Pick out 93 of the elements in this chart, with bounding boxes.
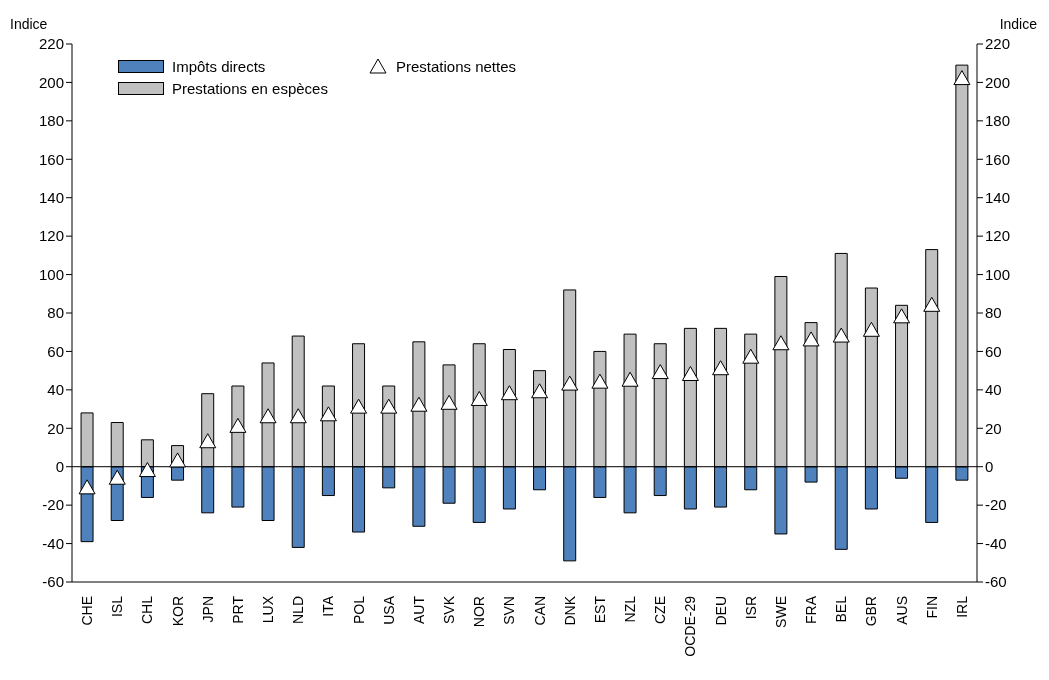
y2-tick-label: 140 bbox=[985, 189, 1011, 207]
point bbox=[500, 385, 518, 401]
point bbox=[681, 365, 699, 381]
point bbox=[621, 371, 639, 387]
point bbox=[531, 383, 549, 399]
y2-tick-label: 220 bbox=[985, 35, 1011, 53]
y2-tick-label: 20 bbox=[985, 419, 1002, 437]
point bbox=[832, 327, 850, 343]
point bbox=[772, 335, 790, 351]
x-tick-label: SVN bbox=[501, 596, 518, 625]
y-tick-label: 200 bbox=[38, 73, 64, 91]
x-tick-label: SWE bbox=[772, 596, 789, 628]
x-tick-label: CHE bbox=[79, 596, 96, 626]
x-tick-label: AUT bbox=[410, 595, 427, 624]
y2-tick-label: 160 bbox=[985, 150, 1011, 168]
legend-label: Prestations en espèces bbox=[172, 79, 328, 97]
x-tick-label: PRT bbox=[229, 595, 246, 624]
y-tick-label: 140 bbox=[38, 189, 64, 207]
point bbox=[350, 398, 368, 414]
point bbox=[651, 364, 669, 380]
y2-tick-label: 180 bbox=[985, 112, 1011, 130]
y2-axis-title: Indice bbox=[999, 16, 1037, 32]
y-tick-label: 160 bbox=[38, 150, 64, 168]
y2-tick-label: 0 bbox=[985, 458, 994, 476]
y2-tick-label: 200 bbox=[985, 73, 1011, 91]
y-tick-label: 100 bbox=[38, 265, 64, 283]
point bbox=[380, 398, 398, 414]
x-tick-label: AUS bbox=[893, 596, 910, 625]
y-tick-label: 180 bbox=[38, 112, 64, 130]
y2-tick-label: -60 bbox=[985, 573, 1007, 591]
x-tick-label: NZL bbox=[622, 595, 639, 623]
y2-tick-label: 80 bbox=[985, 304, 1002, 322]
x-tick-label: KOR bbox=[169, 596, 186, 627]
legend-label: Prestations nettes bbox=[395, 57, 517, 75]
y-tick-label: -60 bbox=[42, 573, 64, 591]
y2-tick-label: -40 bbox=[985, 534, 1007, 552]
y-tick-label: 60 bbox=[47, 342, 64, 360]
x-tick-label: EST bbox=[591, 595, 608, 624]
point bbox=[802, 331, 820, 347]
y-tick-label: 120 bbox=[38, 227, 64, 245]
x-tick-label: OCDE-29 bbox=[682, 595, 699, 657]
x-tick-label: FRA bbox=[803, 595, 820, 624]
point bbox=[561, 375, 579, 391]
x-tick-label: NLD bbox=[290, 596, 307, 625]
y2-tick-label: -20 bbox=[985, 496, 1007, 514]
point bbox=[923, 296, 941, 312]
point bbox=[953, 70, 971, 86]
x-tick-label: ISL bbox=[109, 595, 126, 618]
point bbox=[862, 321, 880, 337]
point bbox=[169, 452, 187, 468]
x-tick-label: ISR bbox=[742, 596, 759, 620]
point bbox=[259, 408, 277, 424]
point bbox=[289, 408, 307, 424]
y2-tick-label: 60 bbox=[985, 342, 1002, 360]
x-tick-label: IRL bbox=[953, 595, 970, 618]
x-tick-label: POL bbox=[350, 595, 367, 625]
y2-tick-label: 40 bbox=[985, 381, 1002, 399]
y2-tick-label: 120 bbox=[985, 227, 1011, 245]
x-tick-label: DNK bbox=[561, 595, 578, 626]
x-tick-label: FIN bbox=[923, 596, 940, 619]
point bbox=[742, 348, 760, 364]
x-tick-label: JPN bbox=[199, 596, 216, 623]
y-tick-label: 80 bbox=[47, 304, 64, 322]
x-tick-label: CZE bbox=[652, 596, 669, 624]
y-tick-label: 0 bbox=[55, 458, 64, 476]
point bbox=[470, 390, 488, 406]
point bbox=[319, 406, 337, 422]
x-tick-label: LUX bbox=[260, 595, 277, 624]
y2-tick-label: 100 bbox=[985, 265, 1011, 283]
point bbox=[591, 373, 609, 389]
x-tick-label: GBR bbox=[863, 596, 880, 627]
point bbox=[199, 433, 217, 449]
y-tick-label: 220 bbox=[38, 35, 64, 53]
y-tick-label: 20 bbox=[47, 419, 64, 437]
y-tick-label: 40 bbox=[47, 381, 64, 399]
point bbox=[78, 479, 96, 495]
x-tick-label: BEL bbox=[833, 595, 850, 623]
point bbox=[893, 308, 911, 324]
y-tick-label: -40 bbox=[42, 534, 64, 552]
point bbox=[108, 469, 126, 485]
x-tick-label: CAN bbox=[531, 596, 548, 626]
point bbox=[138, 462, 156, 478]
x-tick-label: SVK bbox=[441, 595, 458, 625]
point bbox=[410, 396, 428, 412]
point bbox=[712, 360, 730, 376]
x-tick-label: DEU bbox=[712, 596, 729, 626]
y-tick-label: -20 bbox=[42, 496, 64, 514]
legend-label: Impôts directs bbox=[172, 57, 266, 75]
y-axis-title: Indice bbox=[10, 16, 48, 32]
x-tick-label: ITA bbox=[320, 595, 337, 617]
x-tick-label: USA bbox=[380, 595, 397, 625]
x-tick-label: NOR bbox=[471, 596, 488, 628]
x-tick-label: CHL bbox=[139, 595, 156, 625]
